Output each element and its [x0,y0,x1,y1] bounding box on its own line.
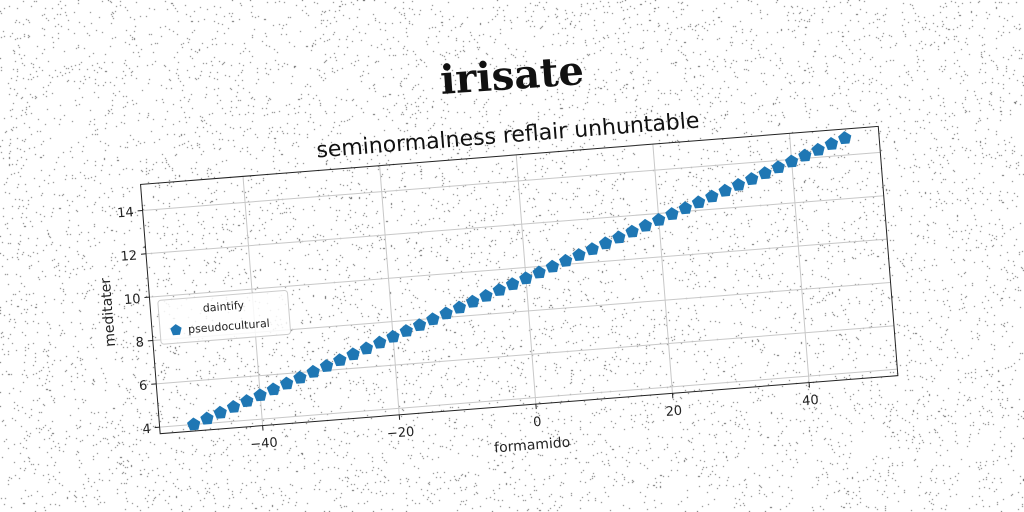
data-point [346,347,360,361]
grid [142,133,898,428]
y-tick-label: 8 [135,335,144,351]
data-point [651,213,666,226]
data-point [412,318,427,332]
data-point [279,376,294,390]
data-point [665,207,679,221]
data-point [479,289,493,302]
data-point [585,242,599,256]
x-tick-label: −40 [250,436,279,453]
y-gridline [156,325,894,385]
data-point [731,177,746,191]
data-point [186,417,201,431]
data-point [612,230,626,244]
data-point [771,160,785,174]
y-tick-label: 10 [123,292,141,308]
y-gridline [142,151,881,211]
y-axis-label: meditater [98,277,119,347]
legend-entry-pseudocultural: pseudocultural [188,317,271,336]
y-gridline [149,238,888,298]
x-tick-label: 0 [533,415,542,431]
data-point [625,224,639,238]
y-gridline [159,368,898,428]
data-point [439,306,453,320]
y-tick-label: 4 [142,422,151,438]
data-points [186,131,852,431]
data-point [691,195,706,209]
data-point [824,137,839,151]
data-point [758,166,772,180]
data-point [705,189,719,203]
legend: daintify pseudocultural [157,289,292,345]
data-point [718,183,732,197]
x-tick-label: −20 [386,425,415,442]
y-tick-label: 14 [117,205,135,221]
data-point [319,359,334,373]
data-point [386,329,400,343]
data-point [399,324,413,337]
x-gridline [788,133,810,383]
data-point [359,341,374,355]
data-point [545,259,559,273]
y-gridline [145,195,884,255]
data-point [745,172,759,186]
plot-area-frame [140,125,899,435]
tick-labels: −40 −20 0 20 40 4 6 8 10 12 14 [117,205,820,453]
legend-box [157,289,292,345]
data-point [784,154,799,168]
y-tick-label: 6 [139,379,148,395]
data-point [811,142,825,156]
data-point [598,236,613,250]
data-point [466,294,480,308]
data-point [559,253,573,267]
data-point [798,148,812,162]
data-point [240,394,254,408]
y-tick-label: 12 [120,249,138,265]
data-point [200,411,214,425]
legend-title: daintify [202,299,245,315]
data-point [492,283,506,297]
x-gridline [652,144,673,394]
chart-group: seminormalness reflair unhuntable −40−20… [98,108,899,457]
data-point [333,353,347,367]
data-point [213,405,227,419]
data-point [293,370,307,384]
x-tick-label: 40 [802,393,820,409]
legend-marker-pseudocultural [170,324,182,336]
data-point [306,364,320,378]
data-point [253,388,267,402]
data-point [452,300,467,314]
data-point [532,265,546,279]
x-tick-label: 20 [665,404,683,420]
x-axis-label: formamido [494,435,571,457]
data-point [678,201,692,215]
data-point [519,271,533,285]
data-point [426,312,440,326]
data-point [572,248,586,261]
data-point [838,131,852,145]
data-point [505,277,520,291]
data-point [373,335,387,349]
data-point [226,399,241,413]
x-gridline [379,165,400,415]
data-point [266,382,280,396]
data-point [638,218,652,232]
